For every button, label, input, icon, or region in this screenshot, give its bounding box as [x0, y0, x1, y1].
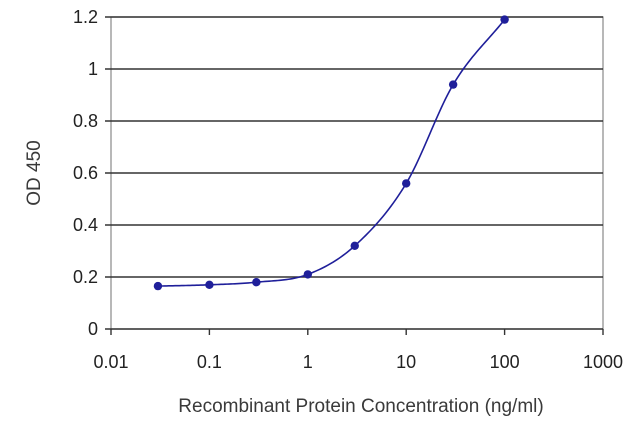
y-tick-label: 0.6	[73, 163, 98, 183]
y-tick-label: 0	[88, 319, 98, 339]
x-tick-label: 0.01	[93, 352, 128, 372]
y-tick-label: 1.2	[73, 7, 98, 27]
x-axis-title: Recombinant Protein Concentration (ng/ml…	[178, 396, 543, 417]
y-axis-title: OD 450	[24, 140, 45, 205]
x-tick-labels: 0.01 0.1 1 10 100 1000	[93, 352, 623, 372]
plot-area	[105, 15, 604, 335]
x-tick-label: 100	[490, 352, 520, 372]
data-point	[402, 179, 411, 188]
y-tick-label: 0.4	[73, 215, 98, 235]
data-point	[205, 280, 214, 289]
data-points	[153, 15, 509, 291]
fit-curve-line	[157, 19, 506, 287]
data-point	[350, 241, 359, 250]
data-point	[153, 281, 163, 291]
data-point	[252, 278, 261, 287]
y-tick-label: 0.2	[73, 267, 98, 287]
data-point	[448, 80, 458, 89]
x-tick-label: 1000	[583, 352, 623, 372]
x-tick-label: 1	[303, 352, 313, 372]
x-tick-label: 10	[396, 352, 416, 372]
data-point	[303, 270, 312, 279]
data-point	[500, 15, 509, 24]
x-tick-label: 0.1	[197, 352, 222, 372]
fit-curve	[157, 19, 506, 287]
y-tick-label: 1	[88, 59, 98, 79]
y-tick-label: 0.8	[73, 111, 98, 131]
y-tick-labels: 0 0.2 0.4 0.6 0.8 1 1.2	[73, 7, 98, 339]
gridlines	[105, 16, 603, 330]
x-ticks	[110, 329, 604, 335]
